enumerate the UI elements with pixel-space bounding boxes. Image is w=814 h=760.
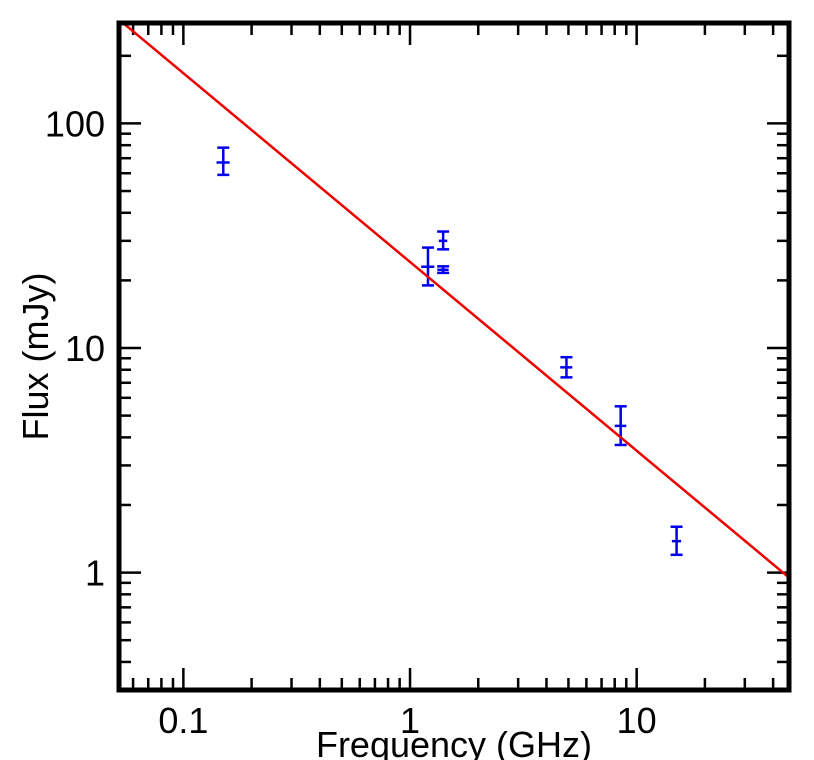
data-point bbox=[216, 146, 230, 177]
fit-line bbox=[121, 23, 789, 579]
plot-frame bbox=[116, 20, 792, 693]
data-point bbox=[437, 230, 450, 251]
y-axis-label: Flux (mJy) bbox=[15, 273, 56, 441]
data-point bbox=[670, 525, 683, 557]
y-tick-label: 100 bbox=[45, 103, 105, 144]
x-tick-label: 0.1 bbox=[158, 700, 208, 741]
data-point bbox=[560, 355, 573, 379]
x-tick-label: 10 bbox=[617, 700, 657, 741]
plot-marks bbox=[121, 23, 789, 579]
y-tick-label: 1 bbox=[85, 553, 105, 594]
axis-ticks bbox=[119, 23, 789, 692]
data-point bbox=[437, 265, 450, 275]
x-axis-label: Frequency (GHz) bbox=[316, 724, 592, 760]
tick-labels: 0.1 1 10 1 10 100 bbox=[45, 103, 657, 741]
y-tick-label: 10 bbox=[65, 328, 105, 369]
data-point bbox=[421, 246, 435, 287]
data-point bbox=[614, 405, 627, 447]
plot-area bbox=[121, 23, 789, 579]
x-tick-label: 1 bbox=[400, 700, 420, 741]
